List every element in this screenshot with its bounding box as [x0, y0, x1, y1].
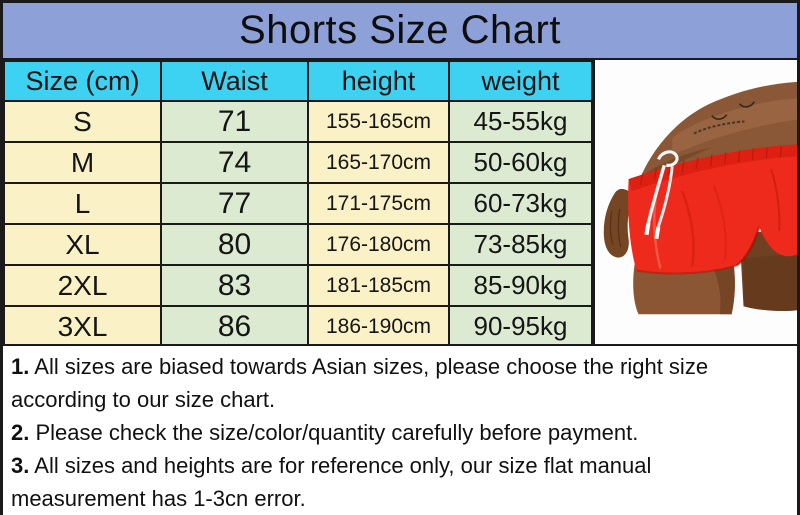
red-shorts-model-photo-icon [595, 60, 797, 344]
table-and-photo-area: Size (cm) Waist height weight S 71 155-1… [3, 60, 797, 346]
cell-weight: 50-60kg [448, 141, 593, 184]
page-title: Shorts Size Chart [3, 3, 797, 60]
cell-weight: 73-85kg [448, 223, 593, 266]
cell-waist: 71 [160, 100, 309, 143]
cell-weight: 90-95kg [448, 305, 593, 344]
note-3: 3. All sizes and heights are for referen… [11, 449, 789, 515]
note-3-number: 3. [11, 453, 30, 478]
notes-section: 1. All sizes are biased towards Asian si… [3, 346, 797, 515]
cell-size: 3XL [3, 305, 162, 344]
note-2: 2. Please check the size/color/quantity … [11, 416, 789, 449]
note-1-text: All sizes are biased towards Asian sizes… [11, 354, 709, 412]
cell-waist: 80 [160, 223, 309, 266]
cell-waist: 83 [160, 264, 309, 307]
table-row: S 71 155-165cm 45-55kg [3, 100, 593, 143]
table-row: M 74 165-170cm 50-60kg [3, 141, 593, 184]
note-3-text: All sizes and heights are for reference … [11, 453, 652, 511]
column-header-waist: Waist [160, 60, 309, 102]
column-header-size: Size (cm) [3, 60, 162, 102]
size-table: Size (cm) Waist height weight S 71 155-1… [3, 60, 593, 344]
cell-weight: 45-55kg [448, 100, 593, 143]
note-1: 1. All sizes are biased towards Asian si… [11, 350, 789, 416]
cell-size: S [3, 100, 162, 143]
cell-height: 155-165cm [307, 100, 450, 143]
note-2-text: Please check the size/color/quantity car… [35, 420, 639, 445]
note-1-number: 1. [11, 354, 30, 379]
cell-size: M [3, 141, 162, 184]
cell-height: 165-170cm [307, 141, 450, 184]
table-row: L 77 171-175cm 60-73kg [3, 182, 593, 225]
cell-weight: 60-73kg [448, 182, 593, 225]
cell-height: 186-190cm [307, 305, 450, 344]
cell-weight: 85-90kg [448, 264, 593, 307]
cell-size: 2XL [3, 264, 162, 307]
header-row: Size (cm) Waist height weight [3, 60, 593, 102]
table-row: 2XL 83 181-185cm 85-90kg [3, 264, 593, 307]
cell-height: 176-180cm [307, 223, 450, 266]
table-row: XL 80 176-180cm 73-85kg [3, 223, 593, 266]
cell-waist: 74 [160, 141, 309, 184]
column-header-weight: weight [448, 60, 593, 102]
note-2-number: 2. [11, 420, 30, 445]
cell-waist: 77 [160, 182, 309, 225]
table-row: 3XL 86 186-190cm 90-95kg [3, 305, 593, 344]
cell-size: L [3, 182, 162, 225]
cell-waist: 86 [160, 305, 309, 344]
product-photo [593, 60, 797, 344]
cell-size: XL [3, 223, 162, 266]
column-header-height: height [307, 60, 450, 102]
cell-height: 171-175cm [307, 182, 450, 225]
cell-height: 181-185cm [307, 264, 450, 307]
